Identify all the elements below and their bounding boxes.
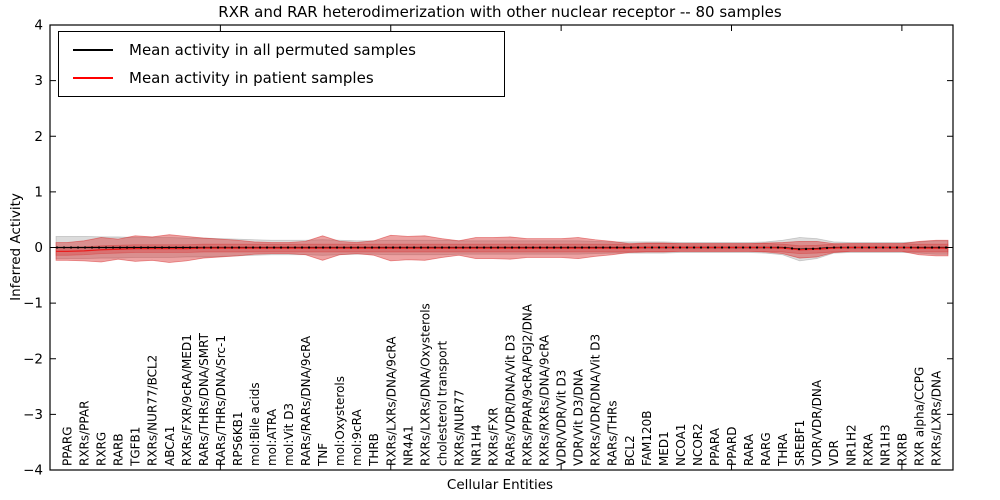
x-category-label: RARs/VDR/DNA/Vit D3 <box>504 334 518 466</box>
x-category-label: TGFB1 <box>129 427 143 467</box>
y-tick-label: 0 <box>34 240 43 256</box>
x-category-label: RXRs/LXRs/DNA/Oxysterols <box>418 303 432 466</box>
x-category-label: RXRs/NUR77 <box>452 389 466 466</box>
x-category-label: VDR/Vit D3/DNA <box>572 368 586 466</box>
x-category-label: RXR alpha/CCPG <box>912 367 926 466</box>
legend-label-permuted: Mean activity in all permuted samples <box>129 41 416 60</box>
y-tick-label: −3 <box>23 407 43 423</box>
x-category-label: mol:9cRA <box>350 409 364 466</box>
x-category-label: RXRs/NUR77/BCL2 <box>146 355 160 466</box>
x-category-label: RXRA <box>861 433 875 466</box>
y-tick-label: 4 <box>34 18 43 34</box>
x-category-label: RARA <box>742 433 756 466</box>
x-category-label: VDR/VDR/Vit D3 <box>555 370 569 466</box>
x-category-label: NR4A1 <box>401 425 415 466</box>
x-category-label: mol:Bile acids <box>248 382 262 466</box>
legend-item-patient: Mean activity in patient samples <box>73 69 504 87</box>
x-category-label: RARs/THRs <box>606 400 620 466</box>
x-category-label: MED1 <box>657 431 671 466</box>
x-category-label: RARs/RARs/DNA/9cRA <box>299 335 313 466</box>
y-tick-label: −1 <box>23 296 43 312</box>
x-category-label: RPS6KB1 <box>231 411 245 466</box>
line-patient-mean <box>56 246 948 253</box>
x-category-label: cholesterol transport <box>435 340 449 466</box>
y-axis-title: Inferred Activity <box>8 193 24 301</box>
x-category-label: mol:Vit D3 <box>282 403 296 466</box>
x-category-label: NCOA1 <box>674 424 688 466</box>
x-axis-title: Cellular Entities <box>446 477 554 493</box>
x-category-label: VDR <box>827 440 841 466</box>
x-category-label: SREBF1 <box>793 420 807 466</box>
y-tick-label: −2 <box>23 351 43 367</box>
x-category-label: THRB <box>367 433 381 467</box>
x-category-label: RXRs/RXRs/DNA/9cRA <box>538 334 552 466</box>
x-category-label: NR1H2 <box>844 424 858 466</box>
x-category-label: RARs/THRs/DNA/SMRT <box>197 332 211 466</box>
x-category-label: NR1H3 <box>878 424 892 466</box>
x-category-label: PPARD <box>725 427 739 467</box>
y-tick-label: 2 <box>34 129 43 145</box>
legend-line-sample-red <box>73 76 113 79</box>
legend: Mean activity in all permuted samples Me… <box>58 31 505 97</box>
x-category-label: RXRs/PPAR <box>78 401 92 466</box>
x-category-label: VDR/VDR/DNA <box>810 379 824 466</box>
x-category-label: RXRs/PPAR/9cRA/PGJ2/DNA <box>521 303 535 466</box>
x-category-label: RXRB <box>895 433 909 466</box>
x-category-label: RARG <box>759 432 773 466</box>
x-category-label: RXRs/VDR/DNA/Vit D3 <box>589 334 603 466</box>
x-category-label: BCL2 <box>623 435 637 466</box>
x-category-label: RXRG <box>95 432 109 466</box>
band-patient-samples-inner-spread <box>55 243 949 256</box>
x-category-label: PPARG <box>61 426 75 466</box>
x-category-label: RXRs/LXRs/DNA <box>929 370 943 466</box>
x-category-label: mol:ATRA <box>265 408 279 466</box>
legend-item-permuted: Mean activity in all permuted samples <box>73 41 504 59</box>
x-category-label: RARB <box>112 433 126 466</box>
y-tick-label: 3 <box>34 73 43 89</box>
x-category-label: RXRs/LXRs/DNA/9cRA <box>384 336 398 466</box>
x-category-label: NR1H4 <box>469 424 483 466</box>
x-category-label: TNF <box>316 443 330 467</box>
chart-title: RXR and RAR heterodimerization with othe… <box>218 3 782 21</box>
y-tick-label: 1 <box>34 184 43 200</box>
x-category-label: PPARA <box>708 427 722 466</box>
y-tick-label: −4 <box>23 463 43 479</box>
x-category-label: ABCA1 <box>163 426 177 466</box>
permuted-mean-dot-markers <box>55 246 948 251</box>
legend-label-patient: Mean activity in patient samples <box>129 68 374 87</box>
x-category-label: RARs/THRs/DNA/Src-1 <box>214 335 228 466</box>
legend-line-sample-black <box>73 49 113 52</box>
x-category-label: NCOR2 <box>691 423 705 466</box>
x-category-label: mol:Oxysterols <box>333 376 347 466</box>
x-category-label: RXRs/FXR/9cRA/MED1 <box>180 334 194 466</box>
x-category-label: THRA <box>776 433 790 467</box>
x-category-label: FAM120B <box>640 411 654 467</box>
x-category-label: RXRs/FXR <box>486 407 500 466</box>
